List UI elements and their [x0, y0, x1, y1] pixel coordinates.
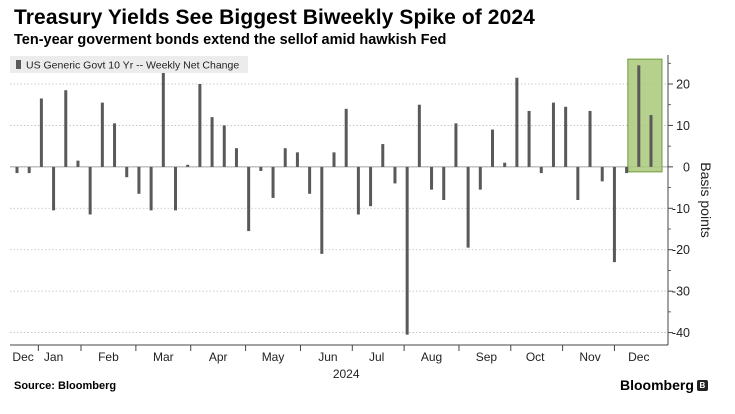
bar — [417, 104, 421, 167]
x-tick-label: Nov — [579, 350, 600, 364]
bar — [247, 166, 251, 232]
bar — [344, 108, 348, 167]
bar — [332, 152, 336, 167]
x-tick-label: Feb — [98, 350, 119, 364]
bar — [76, 160, 80, 167]
x-axis-label: 2024 — [333, 367, 360, 381]
bar — [393, 166, 397, 184]
bar — [125, 166, 129, 178]
legend: US Generic Govt 10 Yr -- Weekly Net Chan… — [10, 56, 248, 73]
bar — [39, 98, 43, 167]
brand-logo: Bloomberg B — [620, 377, 708, 393]
y-tick-label: -40 — [672, 326, 690, 340]
bar — [259, 166, 263, 171]
bar — [625, 166, 629, 174]
bar — [210, 117, 214, 167]
bar — [149, 166, 153, 211]
legend-label: US Generic Govt 10 Yr -- Weekly Net Chan… — [26, 60, 239, 72]
bar — [308, 166, 312, 194]
bar — [491, 129, 494, 167]
bar — [637, 65, 641, 167]
bar — [527, 110, 531, 167]
bar — [186, 164, 190, 167]
highlight-region — [627, 58, 663, 173]
brand-badge-icon: B — [696, 379, 708, 391]
y-tick-label: -10 — [672, 202, 690, 216]
bar — [222, 125, 226, 167]
bar — [576, 166, 580, 200]
bar — [271, 166, 275, 198]
bar — [234, 148, 238, 167]
bar — [405, 166, 409, 335]
x-tick-label: Jun — [318, 350, 337, 364]
y-tick-label: 0 — [683, 160, 690, 174]
bar — [52, 166, 56, 211]
y-tick-label: -20 — [672, 243, 690, 257]
chart-subtitle: Ten-year goverment bonds extend the sell… — [14, 32, 447, 48]
highlight-box — [627, 58, 663, 173]
x-tick-label: Apr — [209, 350, 228, 364]
x-tick-label: Jul — [369, 350, 384, 364]
y-tick-label: 20 — [676, 78, 690, 92]
bar — [100, 102, 104, 167]
bar — [478, 166, 482, 190]
bar — [356, 166, 360, 215]
source-note: Source: Bloomberg — [14, 380, 117, 392]
bar — [551, 102, 555, 167]
bar — [430, 166, 434, 190]
legend-swatch — [16, 60, 21, 69]
brand-name: Bloomberg — [620, 377, 694, 393]
bar — [295, 152, 299, 167]
x-tick-label: Dec — [628, 350, 649, 364]
bar — [588, 110, 592, 167]
bar — [88, 166, 92, 215]
bar — [283, 148, 287, 167]
x-tick-label: Sep — [476, 350, 498, 364]
bar — [113, 123, 117, 167]
x-tick-label: Aug — [421, 350, 442, 364]
bar — [454, 123, 458, 167]
bar — [137, 166, 141, 194]
gridlines — [10, 83, 668, 333]
bar — [369, 166, 373, 207]
bar — [442, 166, 446, 200]
bar — [600, 166, 604, 182]
y-axis-title: Basis points — [698, 162, 714, 237]
bar — [466, 166, 470, 248]
x-tick-label: Oct — [526, 350, 545, 364]
x-tick-label: Jan — [44, 350, 63, 364]
y-tick-label: -30 — [672, 285, 690, 299]
bar — [515, 77, 519, 167]
bar — [503, 162, 507, 167]
bar — [27, 166, 31, 174]
bar — [174, 166, 177, 211]
bar — [564, 106, 568, 167]
bar — [198, 84, 202, 167]
bar — [320, 166, 324, 254]
bar — [15, 166, 19, 174]
x-tick-label: May — [262, 350, 285, 364]
bar — [161, 71, 165, 167]
bar — [612, 166, 616, 263]
x-tick-label: Mar — [153, 350, 174, 364]
legend-box — [10, 56, 248, 73]
bar — [381, 144, 385, 167]
y-tick-label: 10 — [676, 119, 690, 133]
x-tick-label: Dec — [12, 350, 33, 364]
bars — [15, 65, 653, 335]
bar — [539, 166, 543, 174]
bar — [64, 90, 68, 167]
chart-title: Treasury Yields See Biggest Biweekly Spi… — [14, 6, 535, 29]
bar — [649, 115, 653, 167]
axes: 20 10 0 -10 -20 -30 -40 Dec Jan Feb Mar Apr May Jun Ju… — [10, 55, 714, 381]
